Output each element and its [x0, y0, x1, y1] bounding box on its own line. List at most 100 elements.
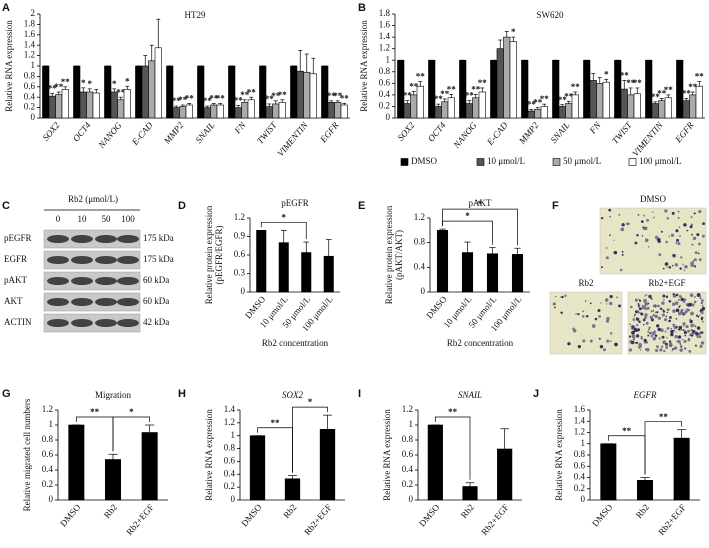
cell	[662, 267, 665, 270]
cell	[690, 261, 694, 266]
y-tick-label: 1.2	[42, 404, 53, 414]
significance: **	[478, 78, 488, 88]
bar	[636, 480, 653, 501]
cell	[691, 243, 694, 246]
cell	[675, 308, 680, 313]
cell	[656, 324, 660, 328]
cell	[693, 258, 697, 262]
protein-label: pAKT	[4, 275, 27, 285]
y-tick-label: 0	[231, 494, 236, 504]
bar	[527, 110, 535, 119]
bar	[290, 65, 298, 119]
chart-title: pEGFR	[281, 198, 309, 208]
y-tick-label: 0.8	[24, 70, 36, 80]
cell	[701, 304, 704, 307]
cell	[671, 350, 673, 352]
cell	[652, 313, 656, 317]
cell	[646, 218, 650, 222]
significance: **	[448, 407, 458, 417]
cell	[679, 226, 681, 228]
cell	[561, 295, 564, 299]
cell	[559, 296, 562, 298]
cell	[650, 310, 653, 313]
x-tick-label: Rb2+EGF	[302, 502, 334, 537]
cell	[701, 331, 704, 334]
cell	[577, 313, 580, 316]
cell	[637, 303, 640, 305]
cell	[650, 297, 653, 300]
cell	[648, 326, 651, 329]
y-tick-label: 1.4	[24, 39, 36, 49]
cell	[666, 217, 670, 220]
cell	[620, 227, 625, 232]
significance: **	[54, 82, 64, 92]
cell	[679, 235, 681, 237]
bar	[441, 101, 449, 119]
bar	[410, 94, 418, 119]
bar	[620, 88, 628, 119]
bar	[249, 435, 266, 501]
cell	[699, 314, 701, 316]
cell	[672, 254, 676, 257]
significance-bracket	[260, 221, 307, 240]
significance: **	[271, 91, 281, 101]
cell	[598, 337, 601, 340]
cell	[660, 345, 664, 348]
cell	[666, 308, 670, 312]
cell	[675, 293, 679, 297]
cell	[693, 212, 696, 215]
cell	[679, 348, 683, 352]
size-label: 175 kDa	[143, 254, 174, 264]
legend-swatch	[476, 158, 485, 166]
cell	[644, 348, 647, 351]
panel-label: G	[2, 388, 11, 400]
significance: **	[633, 78, 643, 88]
significance: **	[571, 82, 581, 92]
significance-bracket	[442, 220, 493, 245]
cell	[676, 328, 678, 330]
cell	[652, 211, 654, 213]
cell	[604, 298, 609, 302]
cell	[701, 299, 704, 302]
significance: **	[651, 92, 661, 102]
cell	[652, 310, 655, 312]
cell	[658, 253, 662, 257]
y-tick-label: 1	[409, 419, 414, 429]
significance: **	[622, 426, 632, 436]
cell	[635, 334, 640, 338]
y-tick-label: 0.8	[402, 434, 414, 444]
significance: *	[125, 76, 130, 86]
y-tick-label: 1.6	[574, 404, 586, 414]
cell	[694, 251, 698, 255]
y-tick-label: 0.9	[234, 231, 246, 241]
bar	[583, 59, 591, 119]
cell	[658, 337, 661, 340]
x-tick-label: NANOG	[96, 120, 124, 151]
lane-label: 100	[121, 214, 135, 224]
significance: **	[664, 85, 674, 95]
x-tick-label: SOX2	[40, 120, 61, 143]
cell	[701, 320, 704, 323]
cell	[680, 297, 684, 302]
cell	[680, 256, 683, 259]
y-axis-label: Relative RNA expression	[382, 409, 392, 501]
cell	[674, 301, 679, 305]
bar	[234, 107, 242, 119]
cell	[601, 217, 604, 220]
cell	[666, 326, 670, 330]
cell	[643, 298, 647, 303]
cell	[639, 349, 642, 351]
bar	[319, 428, 336, 501]
significance: *	[88, 79, 93, 89]
significance: *	[465, 211, 470, 221]
cell	[633, 313, 637, 317]
bar	[185, 104, 193, 119]
y-tick-label: 0.8	[224, 443, 236, 453]
cell	[647, 334, 650, 337]
y-tick-label: 0.2	[402, 479, 413, 489]
y-tick-label: 0.2	[574, 483, 585, 493]
y-tick-label: 0.2	[42, 479, 53, 489]
y-tick-label: 0.8	[42, 434, 54, 444]
significance: **	[626, 78, 636, 88]
significance: **	[657, 88, 667, 98]
